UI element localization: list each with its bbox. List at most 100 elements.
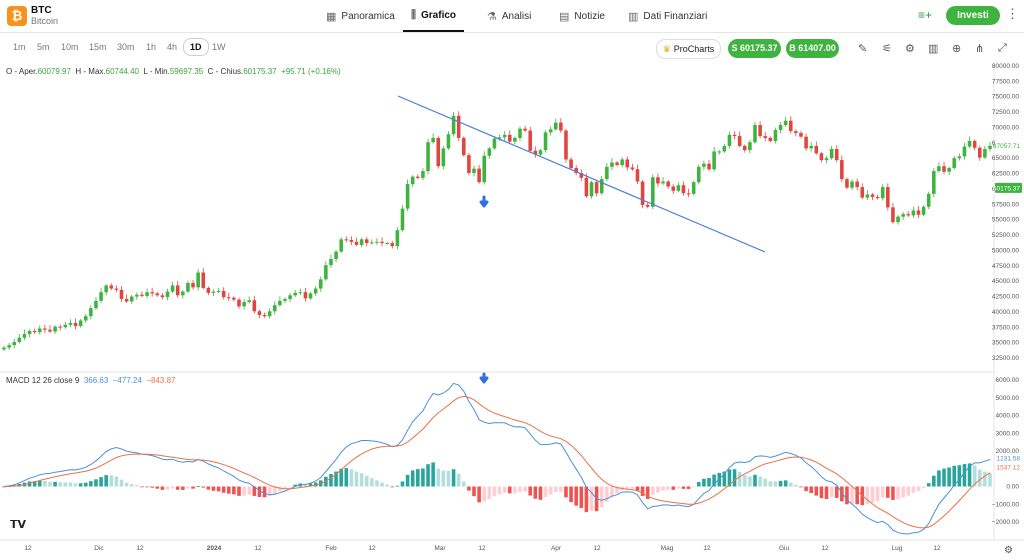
sell-button[interactable]: S 60175.37 — [728, 39, 781, 58]
zoom-add-icon[interactable]: ⊕ — [952, 43, 962, 55]
indicators-icon[interactable]: ⚟ — [882, 43, 892, 55]
histogram-bar — [303, 483, 308, 487]
more-menu-icon[interactable]: ⋮ — [1006, 6, 1019, 21]
histogram-value: −843.87 — [146, 376, 176, 385]
candle-body — [707, 163, 711, 170]
time-tick-label: 12 — [24, 545, 32, 552]
histogram-bar — [206, 486, 211, 490]
candle-body — [742, 145, 747, 151]
histogram-bar — [99, 477, 103, 487]
trend-line[interactable] — [397, 95, 766, 253]
candle-body — [313, 288, 318, 294]
histogram-bar — [145, 486, 149, 488]
histogram-bar — [513, 486, 517, 494]
candle-body — [788, 120, 793, 132]
timeframe-1h[interactable]: 1h — [146, 42, 157, 52]
tab-panoramica[interactable]: ▦ Panoramica — [326, 0, 395, 32]
procharts-button[interactable]: ♛ ProCharts — [656, 39, 721, 59]
candle-body — [226, 297, 231, 299]
histogram-bar — [216, 486, 221, 492]
timeframe-30m[interactable]: 30m — [117, 42, 135, 52]
histogram-bar — [191, 486, 195, 489]
time-tick-label: Dic — [94, 545, 104, 552]
tab-grafico[interactable]: ⫼ Grafico — [403, 0, 464, 32]
histogram-bar — [288, 486, 292, 488]
draw-pen-icon[interactable]: ✎ — [858, 43, 868, 55]
timeframe-1w[interactable]: 1W — [212, 42, 226, 52]
candle-body — [272, 305, 277, 312]
histogram-bar — [48, 481, 52, 487]
histogram-bar — [267, 486, 272, 497]
timeframe-4h[interactable]: 4h — [167, 42, 178, 52]
price-tick-label: 62500.00 — [992, 171, 1019, 178]
histogram-bar — [829, 486, 834, 498]
price-tick-label: 52500.00 — [992, 232, 1019, 239]
histogram-bar — [242, 486, 246, 496]
histogram-bar — [262, 486, 267, 498]
candle-body — [906, 214, 911, 216]
histogram-bar — [809, 486, 813, 494]
candle-body — [502, 134, 507, 138]
histogram-bar — [278, 486, 282, 492]
price-tick-label: 35000.00 — [992, 340, 1019, 347]
histogram-bar — [972, 465, 977, 487]
candle-body — [952, 158, 957, 169]
candle-body — [880, 187, 885, 199]
histogram-bar — [584, 486, 589, 513]
chart-type-icon[interactable]: ▥ — [928, 43, 939, 55]
grid-icon: ▦ — [326, 10, 337, 23]
candle-body — [702, 163, 706, 167]
timeframe-10m[interactable]: 10m — [61, 42, 79, 52]
tab-dati-finanziari[interactable]: ▥ Dati Finanziari — [628, 0, 707, 32]
time-tick-label: Feb — [325, 545, 337, 552]
macd-legend: MACD 12 26 close 9 366.63 −477.24 −843.8… — [6, 376, 175, 385]
price-tick-label: 80000.00 — [992, 63, 1019, 70]
candle-body — [697, 166, 701, 183]
timeframe-15m[interactable]: 15m — [89, 42, 107, 52]
fullscreen-icon[interactable]: ⤢ — [998, 42, 1007, 54]
macd-title: MACD 12 26 close 9 — [6, 376, 80, 385]
candle-body — [63, 324, 68, 328]
signal-price-tag: 1537.12 — [997, 465, 1021, 472]
histogram-bar — [446, 470, 451, 487]
histogram-bar — [794, 484, 798, 487]
timeframe-1m[interactable]: 1m — [13, 42, 26, 52]
buy-button[interactable]: B 61407.00 — [786, 39, 839, 58]
share-icon[interactable]: ⋔ — [975, 43, 985, 55]
histogram-bar — [441, 470, 446, 487]
axis-settings-icon[interactable]: ⚙ — [1004, 545, 1013, 556]
candle-body — [124, 298, 129, 302]
candle-body — [216, 290, 221, 292]
histogram-bar — [502, 486, 507, 493]
histogram-bar — [875, 486, 880, 502]
candle-body — [804, 136, 808, 149]
candle-body — [278, 300, 282, 306]
histogram-bar — [804, 486, 808, 492]
histogram-bar — [533, 486, 538, 499]
candle-body — [834, 148, 839, 161]
watchlist-add-icon[interactable]: ≡+ — [918, 8, 933, 22]
candle-body — [824, 158, 829, 161]
settings-gear-icon[interactable]: ⚙ — [905, 43, 915, 55]
tab-analisi[interactable]: ⚗ Analisi — [487, 0, 531, 32]
histogram-bar — [83, 482, 88, 487]
bitcoin-logo-icon: ₿ — [7, 6, 27, 26]
candle-body — [712, 151, 716, 170]
timeframe-1d[interactable]: 1D — [183, 38, 209, 56]
macd-tick-label: −2000.00 — [992, 519, 1020, 526]
histogram-bar — [364, 475, 369, 487]
timeframe-5m[interactable]: 5m — [37, 42, 50, 52]
histogram-bar — [104, 475, 108, 487]
candle-body — [375, 241, 379, 243]
histogram-bar — [201, 486, 206, 488]
histogram-bar — [124, 482, 129, 487]
candle-body — [589, 182, 594, 197]
histogram-bar — [697, 482, 701, 487]
histogram-bar — [799, 486, 803, 488]
price-tick-label: 37500.00 — [992, 324, 1019, 331]
invest-button[interactable]: Investi — [946, 6, 1000, 25]
candle-body — [870, 194, 875, 197]
candle-body — [165, 291, 170, 298]
tab-notizie[interactable]: ▤ Notizie — [559, 0, 605, 32]
